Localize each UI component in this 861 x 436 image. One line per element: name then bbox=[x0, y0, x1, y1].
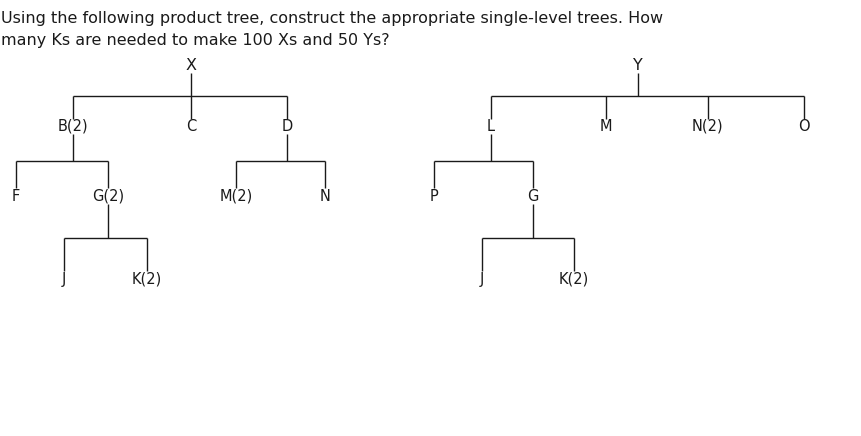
Text: J: J bbox=[62, 272, 66, 286]
Text: K(2): K(2) bbox=[132, 272, 162, 286]
Text: B(2): B(2) bbox=[58, 119, 89, 134]
Text: F: F bbox=[12, 189, 20, 204]
Text: M: M bbox=[599, 119, 612, 134]
Text: many Ks are needed to make 100 Xs and 50 Ys?: many Ks are needed to make 100 Xs and 50… bbox=[1, 33, 389, 48]
Text: Y: Y bbox=[633, 58, 642, 73]
Text: P: P bbox=[430, 189, 438, 204]
Text: X: X bbox=[186, 58, 197, 73]
Text: M(2): M(2) bbox=[220, 189, 252, 204]
Text: D: D bbox=[282, 119, 293, 134]
Text: C: C bbox=[186, 119, 196, 134]
Text: N: N bbox=[319, 189, 331, 204]
Text: O: O bbox=[798, 119, 809, 134]
Text: G: G bbox=[527, 189, 538, 204]
Text: N(2): N(2) bbox=[692, 119, 724, 134]
Text: G(2): G(2) bbox=[92, 189, 125, 204]
Text: L: L bbox=[487, 119, 495, 134]
Text: J: J bbox=[480, 272, 484, 286]
Text: Using the following product tree, construct the appropriate single-level trees. : Using the following product tree, constr… bbox=[1, 11, 663, 26]
Text: K(2): K(2) bbox=[559, 272, 589, 286]
